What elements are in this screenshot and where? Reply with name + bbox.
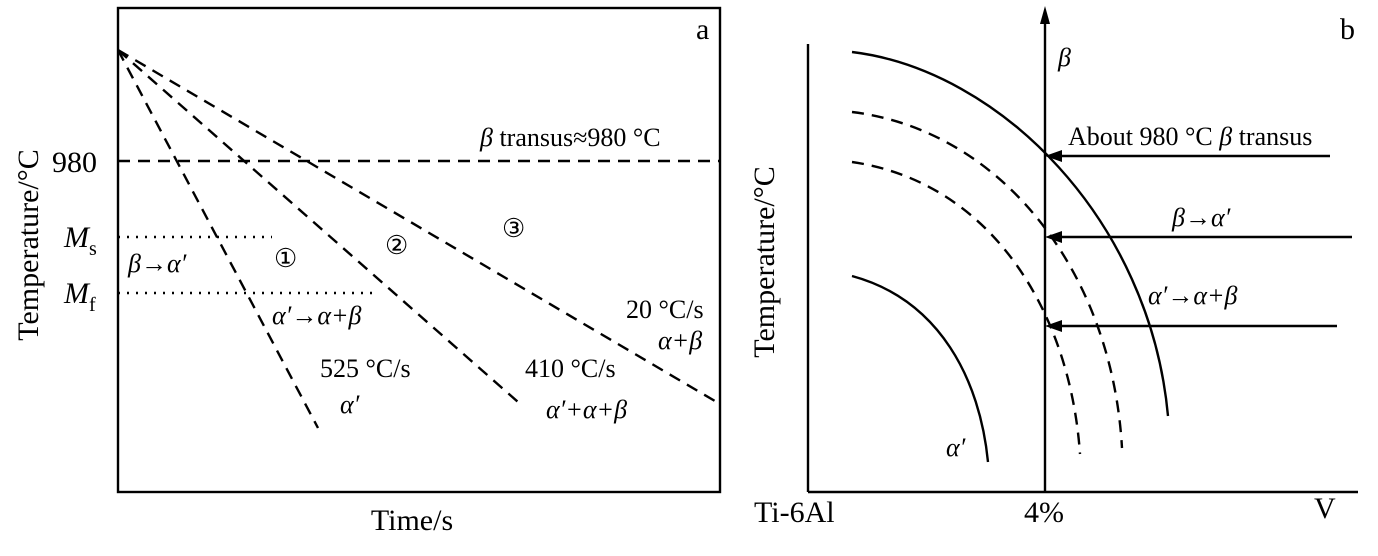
curve-1-product: α′ bbox=[340, 390, 360, 419]
arrow-transus-head bbox=[1045, 150, 1062, 162]
dashed-curve-inner bbox=[851, 160, 1082, 455]
cooling-curve-2 bbox=[117, 49, 519, 403]
mf-label: Mf bbox=[63, 277, 96, 316]
panel-b-letter: b bbox=[1340, 13, 1355, 46]
arrow-decomposition-head bbox=[1045, 320, 1062, 332]
beta-transus-label: β transus≈980 °C bbox=[479, 123, 661, 152]
beta-to-alpha-prime-arrow-label: β→α′ bbox=[1171, 203, 1231, 232]
decomposition-arrow-label: α′→α+β bbox=[1148, 281, 1238, 310]
transus-arrow-label: About 980 °C β transus bbox=[1068, 122, 1312, 151]
panel-a-xlabel: Time/s bbox=[371, 504, 453, 537]
panel-a-ylabel: Temperature/°C bbox=[12, 149, 45, 340]
x-label-v: V bbox=[1314, 492, 1336, 525]
y-tick-980: 980 bbox=[52, 146, 97, 179]
curve-3-rate: 20 °C/s bbox=[626, 295, 704, 324]
dashed-curve-outer bbox=[851, 110, 1124, 449]
beta-to-alpha-prime-label: β→α′ bbox=[127, 249, 187, 278]
panel-a-letter: a bbox=[696, 13, 709, 46]
curve-2-product: α′+α+β bbox=[546, 395, 627, 424]
curve-3-product: α+β bbox=[658, 326, 702, 355]
panel-a-frame bbox=[116, 6, 722, 494]
curve-3-marker: ③ bbox=[502, 214, 525, 243]
ms-label: Ms bbox=[63, 221, 97, 260]
panel-b: b Temperature/°C Ti-6Al 4% V β About 980… bbox=[748, 6, 1358, 529]
curve-1-rate: 525 °C/s bbox=[320, 354, 411, 383]
curve-2-rate: 410 °C/s bbox=[525, 354, 616, 383]
beta-axis-label: β bbox=[1057, 43, 1071, 72]
arrow-beta-to-alpha-prime-head bbox=[1045, 231, 1062, 243]
curve-2-marker: ② bbox=[385, 231, 408, 260]
x-label-ti6al: Ti-6Al bbox=[754, 496, 835, 529]
alpha-prime-curve bbox=[851, 274, 990, 463]
cooling-curve-1 bbox=[116, 49, 320, 429]
panel-a: a Temperature/°C Time/s 980 Ms Mf β tran… bbox=[12, 6, 722, 537]
curve-1-marker: ① bbox=[274, 244, 297, 273]
x-label-4-percent: 4% bbox=[1024, 496, 1064, 529]
four-percent-arrowhead bbox=[1040, 6, 1050, 24]
decomposition-label: α′→α+β bbox=[272, 301, 362, 330]
panel-b-ylabel: Temperature/°C bbox=[748, 166, 781, 357]
transus-curve bbox=[851, 50, 1170, 417]
cooling-curve-3 bbox=[117, 48, 721, 406]
alpha-prime-region-label: α′ bbox=[946, 433, 966, 462]
